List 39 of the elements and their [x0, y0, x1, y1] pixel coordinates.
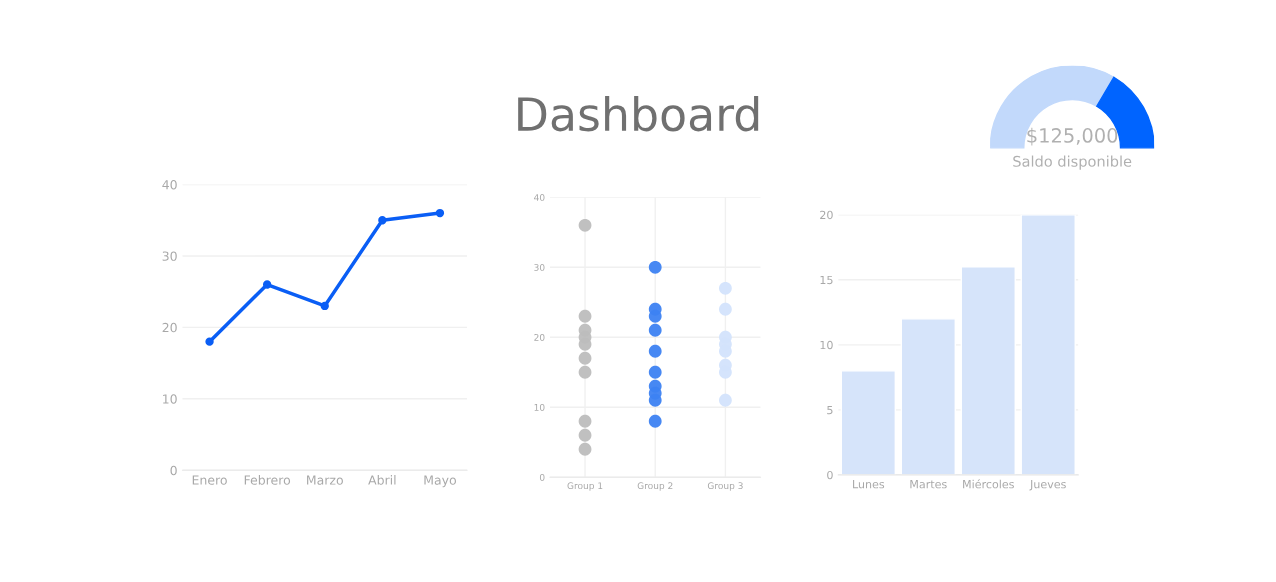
- y-tick-label: 0: [827, 470, 833, 480]
- y-tick-label: 20: [534, 334, 545, 341]
- point: [378, 216, 387, 225]
- x-tick-label: Group 3: [707, 482, 743, 491]
- point: [262, 280, 272, 289]
- x-tick-label: Lunes: [853, 480, 885, 489]
- y-tick-label: 15: [820, 275, 833, 285]
- y-tick-label: 20: [162, 322, 177, 333]
- point: [320, 301, 329, 311]
- y-tick-label: 30: [534, 264, 545, 271]
- x-tick-label: Febrero: [244, 475, 291, 485]
- bar: [840, 370, 897, 475]
- y-tick-label: 30: [162, 251, 177, 261]
- text: Dashboard: [518, 95, 759, 132]
- point: [205, 337, 214, 346]
- x-tick-label: Group 1: [567, 482, 603, 491]
- y-tick-label: 20: [820, 210, 833, 220]
- y-tick-label: 0: [539, 473, 545, 481]
- x-tick-label: Miércoles: [963, 479, 1014, 489]
- point: [435, 208, 445, 218]
- x-tick-label: Mayo: [424, 475, 456, 488]
- y-tick-label: 0: [170, 465, 177, 476]
- x-tick-label: Abril: [368, 475, 396, 485]
- bar: [1020, 214, 1076, 475]
- y-tick-label: 10: [820, 340, 833, 350]
- y-tick-label: 10: [163, 394, 177, 404]
- text: $125,000: [1027, 127, 1118, 146]
- y-tick-label: 10: [534, 403, 545, 411]
- bar: [960, 266, 1016, 475]
- y-tick-label: 40: [534, 194, 545, 201]
- y-tick-label: 5: [827, 405, 833, 415]
- text: Saldo disponible: [1013, 155, 1132, 170]
- bar: [900, 318, 956, 475]
- y-tick-label: 40: [162, 179, 177, 190]
- x-tick-label: Jueves: [1029, 480, 1066, 491]
- x-tick-label: Martes: [910, 480, 947, 489]
- x-tick-label: Group 2: [637, 482, 673, 491]
- x-tick-label: Enero: [192, 475, 227, 485]
- x-tick-label: Marzo: [307, 475, 343, 485]
